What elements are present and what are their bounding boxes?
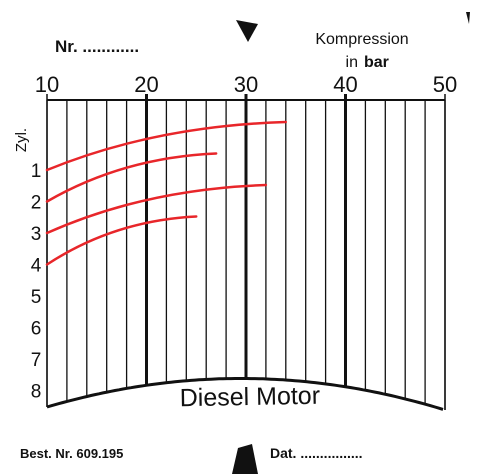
compression-trace	[45, 152, 218, 203]
x-tick-label: 50	[433, 72, 457, 97]
x-tick-label: 40	[333, 72, 357, 97]
row-label: 6	[31, 319, 42, 340]
footer-label: Diesel Motor	[179, 382, 320, 412]
row-axis-label: Zyl.	[13, 128, 30, 152]
row-label: 5	[31, 287, 42, 308]
compression-trace	[45, 183, 268, 235]
row-label: 3	[31, 224, 42, 245]
row-label: 2	[31, 193, 42, 214]
row-label: 7	[31, 350, 42, 371]
marker	[236, 20, 258, 42]
x-tick-label: 20	[134, 72, 158, 97]
number-field: Nr. ............	[55, 37, 139, 56]
row-label: 8	[31, 382, 42, 403]
marker	[232, 444, 258, 474]
chart-title: Kompression	[315, 31, 408, 48]
x-tick-label: 10	[35, 72, 59, 97]
compression-trace	[45, 215, 198, 266]
compression-trace	[45, 120, 288, 172]
row-label: 1	[31, 161, 42, 182]
date-field: Dat. ................	[270, 445, 363, 461]
arch	[46, 377, 444, 411]
corner-mark	[466, 12, 470, 24]
row-label: 4	[31, 256, 42, 277]
x-tick-label: 30	[234, 72, 258, 97]
order-number: Best. Nr. 609.195	[20, 446, 123, 461]
unit-prefix: in	[346, 54, 358, 71]
unit: bar	[364, 54, 389, 71]
